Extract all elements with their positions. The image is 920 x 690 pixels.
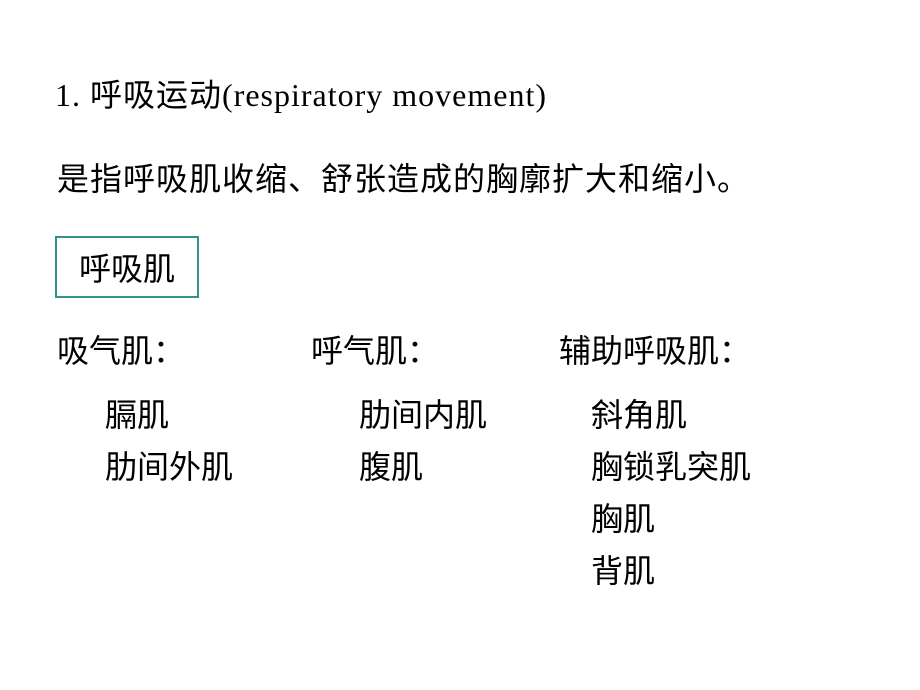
col3-item: 胸锁乳突肌	[591, 442, 809, 488]
col1-heading: 吸气肌：	[57, 326, 311, 372]
col2-item: 腹肌	[359, 442, 559, 488]
col3-heading: 辅助呼吸肌：	[559, 326, 809, 372]
boxed-title: 呼吸肌	[55, 236, 199, 298]
definition-text: 是指呼吸肌收缩、舒张造成的胸廓扩大和缩小。	[57, 154, 870, 200]
col2-heading: 呼气肌：	[311, 326, 559, 372]
col3-item: 胸肌	[591, 494, 809, 540]
col1-item: 肋间外肌	[105, 442, 311, 488]
col3-item: 背肌	[591, 546, 809, 592]
column-auxiliary: 辅助呼吸肌： 斜角肌 胸锁乳突肌 胸肌 背肌	[559, 326, 809, 598]
columns-container: 吸气肌： 膈肌 肋间外肌 呼气肌： 肋间内肌 腹肌 辅助呼吸肌： 斜角肌 胸锁乳…	[57, 326, 870, 598]
section-heading: 1. 呼吸运动(respiratory movement)	[55, 70, 870, 116]
column-inspiratory: 吸气肌： 膈肌 肋间外肌	[57, 326, 311, 598]
col2-item: 肋间内肌	[359, 390, 559, 436]
col1-item: 膈肌	[105, 390, 311, 436]
slide-content: 1. 呼吸运动(respiratory movement) 是指呼吸肌收缩、舒张…	[0, 0, 920, 648]
column-expiratory: 呼气肌： 肋间内肌 腹肌	[311, 326, 559, 598]
col3-item: 斜角肌	[591, 390, 809, 436]
